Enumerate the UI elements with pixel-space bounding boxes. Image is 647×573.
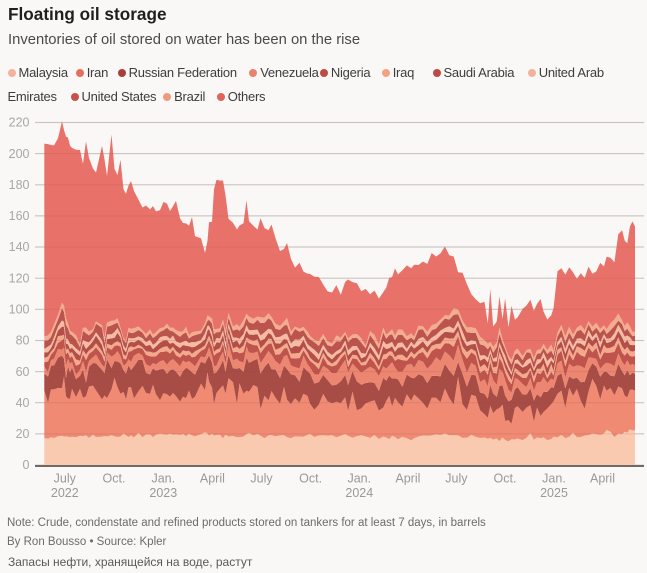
svg-text:220: 220 <box>9 116 30 130</box>
svg-text:April: April <box>395 472 420 486</box>
svg-text:July: July <box>445 472 468 486</box>
svg-text:Oct.: Oct. <box>103 472 126 486</box>
svg-text:April: April <box>590 472 615 486</box>
svg-text:140: 140 <box>9 240 30 254</box>
svg-text:July: July <box>250 472 273 486</box>
svg-text:Jan.: Jan. <box>151 472 175 486</box>
svg-text:0: 0 <box>23 458 30 472</box>
svg-text:120: 120 <box>9 271 30 285</box>
svg-text:2022: 2022 <box>51 486 79 500</box>
svg-text:2024: 2024 <box>345 486 373 500</box>
svg-text:100: 100 <box>9 303 30 317</box>
svg-text:Oct.: Oct. <box>494 472 517 486</box>
svg-text:2023: 2023 <box>149 486 177 500</box>
svg-text:40: 40 <box>16 396 30 410</box>
svg-text:180: 180 <box>9 178 30 192</box>
svg-text:20: 20 <box>16 427 30 441</box>
svg-text:Oct.: Oct. <box>299 472 322 486</box>
svg-text:80: 80 <box>16 334 30 348</box>
svg-text:Jan.: Jan. <box>347 472 371 486</box>
svg-text:160: 160 <box>9 209 30 223</box>
svg-text:60: 60 <box>16 365 30 379</box>
svg-text:April: April <box>200 472 225 486</box>
svg-text:Jan.: Jan. <box>542 472 566 486</box>
svg-text:200: 200 <box>9 147 30 161</box>
svg-text:2025: 2025 <box>540 486 568 500</box>
svg-text:July: July <box>54 472 77 486</box>
